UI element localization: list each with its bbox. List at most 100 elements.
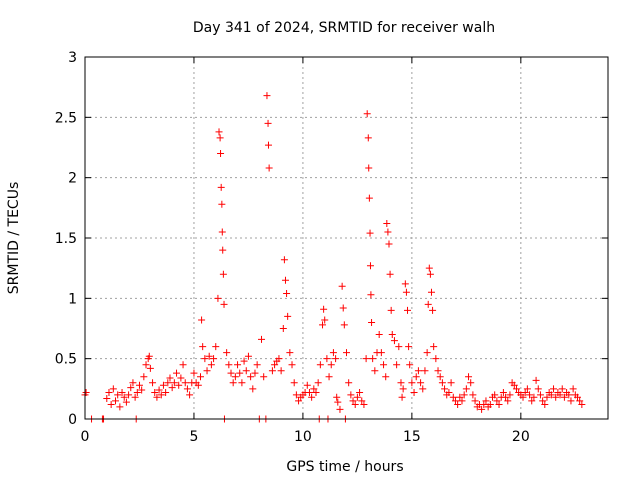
- data-point: [229, 379, 237, 387]
- data-point: [157, 391, 165, 399]
- data-point: [199, 343, 207, 351]
- data-point: [558, 385, 566, 393]
- data-point: [295, 397, 303, 405]
- data-point: [385, 240, 393, 248]
- data-point: [528, 397, 536, 405]
- data-point: [281, 276, 289, 284]
- data-point: [552, 393, 560, 401]
- data-point: [510, 381, 518, 389]
- data-point: [423, 349, 431, 357]
- data-point: [170, 379, 178, 387]
- data-point: [219, 246, 227, 254]
- data-point: [519, 393, 527, 401]
- data-point: [523, 385, 531, 393]
- data-point: [264, 119, 272, 127]
- data-point: [576, 397, 584, 405]
- data-point: [434, 367, 442, 375]
- data-point: [283, 290, 291, 298]
- data-point: [321, 316, 329, 324]
- data-point: [227, 369, 235, 377]
- data-point: [387, 306, 395, 314]
- data-point: [486, 401, 494, 409]
- y-tick-label: 2: [68, 171, 77, 187]
- data-point: [280, 256, 288, 264]
- data-point: [198, 316, 206, 324]
- data-point: [114, 391, 122, 399]
- data-point: [405, 343, 413, 351]
- data-point: [310, 385, 318, 393]
- data-point: [320, 305, 328, 313]
- data-point: [240, 357, 248, 365]
- data-point: [367, 291, 375, 299]
- data-point: [573, 393, 581, 401]
- y-tick-label: 2.5: [55, 110, 77, 126]
- data-point: [491, 391, 499, 399]
- data-point: [234, 361, 242, 369]
- data-point: [181, 379, 189, 387]
- data-point: [212, 343, 220, 351]
- data-point: [288, 361, 296, 369]
- data-point: [426, 270, 434, 278]
- data-point: [336, 405, 344, 413]
- data-point: [109, 385, 117, 393]
- data-point: [112, 397, 120, 405]
- data-point: [460, 391, 468, 399]
- data-point: [530, 393, 538, 401]
- data-point: [395, 343, 403, 351]
- data-point: [177, 374, 185, 382]
- data-point: [284, 312, 292, 320]
- data-point: [397, 379, 405, 387]
- data-point: [268, 367, 276, 375]
- data-point: [275, 355, 283, 363]
- data-point: [429, 306, 437, 314]
- data-point: [362, 355, 370, 363]
- data-point: [118, 388, 126, 396]
- data-point: [432, 355, 440, 363]
- data-point: [153, 393, 161, 401]
- x-tick-label: 0: [81, 429, 90, 445]
- data-point: [323, 355, 331, 363]
- data-point: [427, 288, 435, 296]
- data-point: [441, 385, 449, 393]
- data-point: [303, 381, 311, 389]
- data-point: [536, 391, 544, 399]
- data-point: [120, 393, 128, 401]
- x-tick-label: 15: [403, 429, 421, 445]
- data-point: [430, 343, 438, 351]
- data-point: [292, 391, 300, 399]
- x-tick-label: 5: [189, 429, 198, 445]
- x-tick-label: 20: [512, 429, 530, 445]
- data-point: [347, 391, 355, 399]
- data-point: [210, 355, 218, 363]
- data-point: [223, 349, 231, 357]
- data-point: [271, 361, 279, 369]
- data-point: [447, 379, 455, 387]
- data-point: [194, 381, 202, 389]
- data-point: [365, 194, 373, 202]
- data-point: [414, 367, 422, 375]
- data-point: [388, 331, 396, 339]
- data-point: [201, 355, 209, 363]
- data-point: [103, 394, 111, 402]
- data-point: [438, 379, 446, 387]
- data-point: [383, 220, 391, 228]
- data-point: [469, 391, 477, 399]
- data-point: [166, 374, 174, 382]
- data-point: [560, 393, 568, 401]
- data-point: [146, 364, 154, 372]
- data-point: [543, 393, 551, 401]
- data-point: [332, 355, 340, 363]
- data-point: [436, 373, 444, 381]
- data-point: [244, 352, 252, 360]
- data-point: [149, 379, 157, 387]
- data-point: [351, 401, 359, 409]
- data-point: [467, 379, 475, 387]
- data-point: [168, 384, 176, 392]
- data-point: [424, 300, 432, 308]
- data-point: [340, 321, 348, 329]
- data-point: [219, 270, 227, 278]
- data-point: [145, 352, 153, 360]
- data-point: [319, 321, 327, 329]
- data-point: [231, 373, 239, 381]
- data-point: [263, 92, 271, 100]
